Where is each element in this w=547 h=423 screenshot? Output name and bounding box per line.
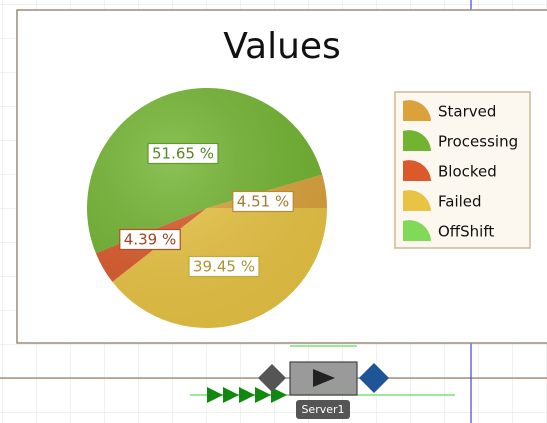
data-label-box	[119, 228, 181, 251]
server-label-box	[296, 400, 350, 419]
server-icon	[313, 369, 335, 387]
data-label-box	[188, 255, 260, 278]
data-label-box	[232, 190, 294, 213]
legend-swatch	[403, 220, 431, 241]
data-label: 4.51 %	[237, 193, 289, 211]
data-label-box	[147, 142, 219, 165]
legend-label: Blocked	[438, 163, 497, 181]
output-node[interactable]	[359, 363, 389, 393]
legend-swatch	[403, 160, 431, 181]
input-node[interactable]	[258, 364, 286, 392]
data-label: 4.39 %	[124, 231, 176, 249]
data-label: 39.45 %	[193, 258, 255, 276]
legend-swatch	[403, 130, 431, 151]
legend-label: Failed	[438, 193, 482, 211]
legend-swatch	[403, 190, 431, 211]
legend-label: Starved	[438, 103, 496, 121]
entity-arrows	[207, 387, 287, 403]
data-label: 51.65 %	[152, 145, 214, 163]
data-labels: 4.51 % 51.65 % 4.39 % 39.45 %	[119, 142, 294, 278]
legend-label: Processing	[438, 133, 518, 151]
legend-swatch	[403, 100, 431, 121]
legend-entries: Starved Processing Blocked Failed OffShift	[403, 100, 518, 241]
server-label: Server1	[301, 403, 344, 416]
chart-title: Values	[223, 26, 341, 67]
legend-label: OffShift	[438, 223, 494, 241]
